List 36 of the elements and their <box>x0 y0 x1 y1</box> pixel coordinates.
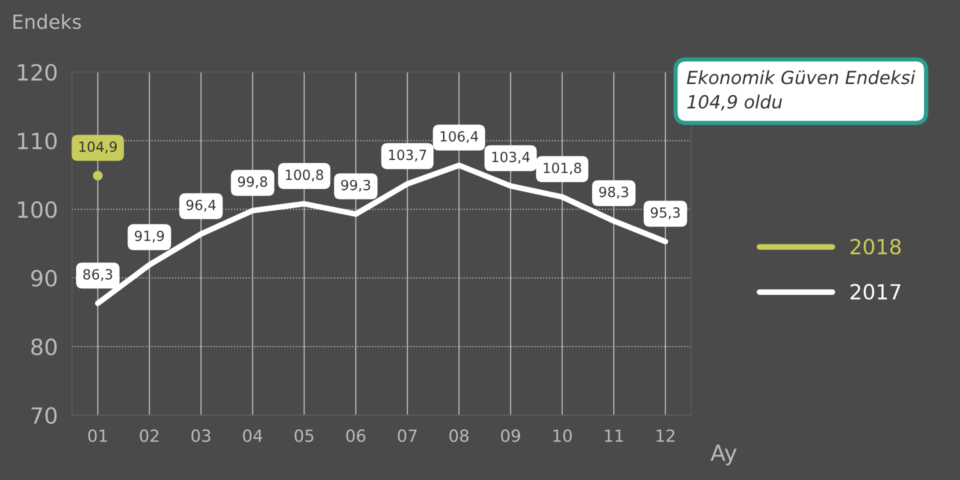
y-tick-label: 70 <box>32 407 57 424</box>
y-tick-label: 120 <box>18 64 57 81</box>
data-label: 99,3 <box>341 180 370 192</box>
data-label: 103,4 <box>492 152 530 164</box>
x-tick-label: 01 <box>88 429 107 442</box>
x-tick-label: 10 <box>553 429 572 442</box>
y-tick-label: 100 <box>18 201 57 218</box>
data-label: 95,3 <box>650 207 680 220</box>
data-label: 100,8 <box>286 170 324 182</box>
annotation: Ekonomik Güven Endeksi 104,9 oldu <box>686 70 916 110</box>
x-tick-label: 06 <box>346 429 366 442</box>
x-tick-label: 08 <box>449 429 468 442</box>
data-label: 104,9 <box>79 141 117 154</box>
y-tick-label: 110 <box>18 132 57 150</box>
data-label: 106,4 <box>440 131 478 144</box>
x-tick-label: 02 <box>140 429 158 442</box>
x-tick-label: 09 <box>501 429 520 442</box>
data-label: 96,4 <box>186 200 216 212</box>
legend-label: 2017 <box>850 284 900 300</box>
legend-label: 2018 <box>850 238 901 255</box>
x-tick-label: 07 <box>398 429 417 442</box>
y-axis-title: Endeks <box>13 14 81 30</box>
x-tick-label: 03 <box>191 429 210 442</box>
x-tick-label: 05 <box>294 429 314 442</box>
x-tick-label: 12 <box>656 429 674 442</box>
x-tick-label: 04 <box>243 429 262 442</box>
y-tick-label: 80 <box>31 338 57 356</box>
x-axis-title: Ay <box>710 444 737 466</box>
data-label: 101,8 <box>544 162 582 175</box>
y-tick-label: 90 <box>31 270 57 287</box>
data-label: 98,3 <box>599 186 628 199</box>
data-label: 91,9 <box>134 230 164 243</box>
data-label: 86,3 <box>83 269 112 281</box>
x-tick-label: 11 <box>605 430 623 442</box>
data-label: 103,7 <box>389 150 426 162</box>
data-label: 99,8 <box>238 176 268 188</box>
